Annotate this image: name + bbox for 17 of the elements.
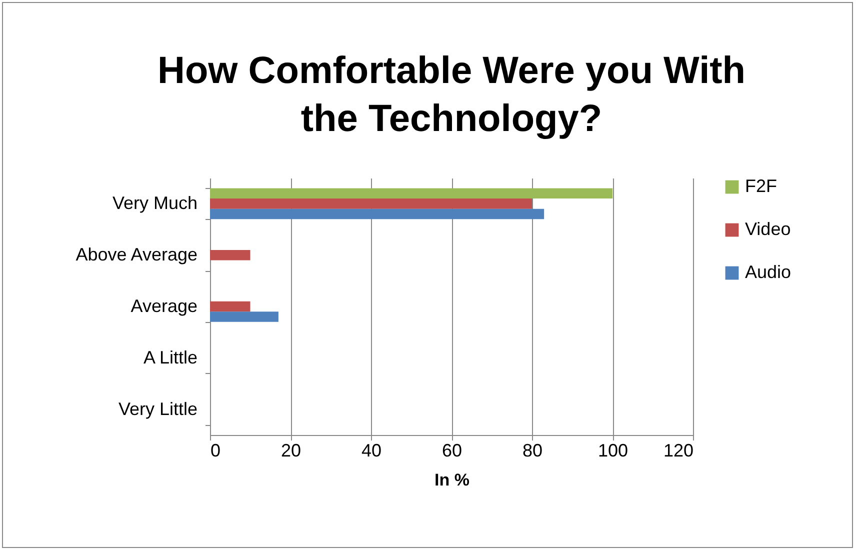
x-tick-label: 80	[522, 440, 543, 460]
y-tick-label: Average	[130, 296, 198, 316]
x-tick-label: 40	[361, 440, 382, 460]
legend-label: Video	[745, 219, 791, 239]
x-tick-label: 0	[210, 440, 221, 460]
x-tick-label: 100	[598, 440, 628, 460]
x-tick-label: 120	[663, 440, 694, 460]
y-tick-label: Very Little	[118, 398, 198, 419]
legend-label: F2F	[745, 176, 778, 196]
x-tick-label: 20	[280, 440, 302, 460]
y-tick-label: Above Average	[76, 244, 198, 265]
chart-title: How Comfortable Were you With the Technology?	[158, 50, 746, 140]
x-tick-label: 60	[442, 440, 462, 460]
legend-label: Audio	[745, 262, 792, 282]
y-tick-label: Very Much	[112, 193, 198, 214]
x-axis-title: In %	[434, 470, 470, 490]
y-tick-label: A Little	[143, 347, 198, 368]
